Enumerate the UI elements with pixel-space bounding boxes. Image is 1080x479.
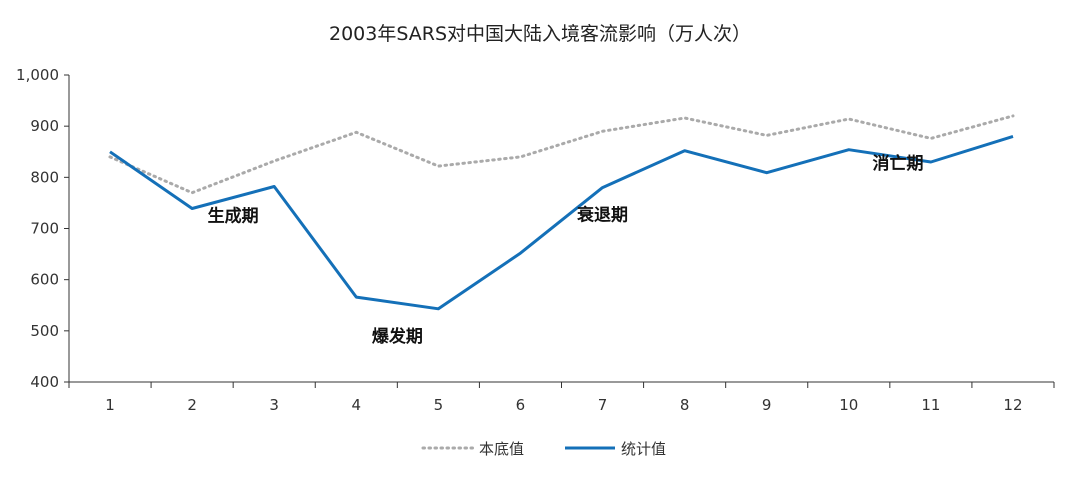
chart-title: 2003年SARS对中国大陆入境客流影响（万人次） bbox=[329, 23, 751, 45]
x-tick-label: 7 bbox=[598, 396, 608, 414]
series-layer bbox=[108, 114, 1015, 311]
x-tick-label: 2 bbox=[187, 396, 197, 414]
x-tick-label: 10 bbox=[839, 396, 858, 414]
y-tick-label: 800 bbox=[30, 168, 59, 186]
x-tick-label: 5 bbox=[434, 396, 444, 414]
x-tick-label: 3 bbox=[269, 396, 279, 414]
x-tick-label: 9 bbox=[762, 396, 772, 414]
y-tick-label: 900 bbox=[30, 117, 59, 135]
x-tick-label: 12 bbox=[1003, 396, 1022, 414]
y-tick-label: 1,000 bbox=[16, 66, 59, 84]
y-tick-label: 400 bbox=[30, 373, 59, 391]
legend: 本底值 统计值 bbox=[421, 440, 666, 458]
y-tick-label: 600 bbox=[30, 271, 59, 289]
x-tick-label: 6 bbox=[516, 396, 526, 414]
x-tick-label: 1 bbox=[105, 396, 115, 414]
series-line-actual bbox=[109, 134, 1014, 311]
x-tick-label: 8 bbox=[680, 396, 690, 414]
x-tick-label: 4 bbox=[352, 396, 362, 414]
legend-label-actual: 统计值 bbox=[621, 440, 666, 458]
legend-label-baseline: 本底值 bbox=[479, 440, 524, 458]
phase-annotation: 消亡期 bbox=[873, 153, 924, 174]
phase-annotation: 衰退期 bbox=[576, 204, 628, 225]
phase-annotation: 生成期 bbox=[208, 205, 259, 226]
y-tick-label: 500 bbox=[30, 322, 59, 340]
y-tick-label: 700 bbox=[30, 220, 59, 238]
x-tick-label: 11 bbox=[921, 396, 940, 414]
series-line-baseline bbox=[108, 114, 1015, 195]
phase-annotation: 爆发期 bbox=[372, 326, 423, 347]
